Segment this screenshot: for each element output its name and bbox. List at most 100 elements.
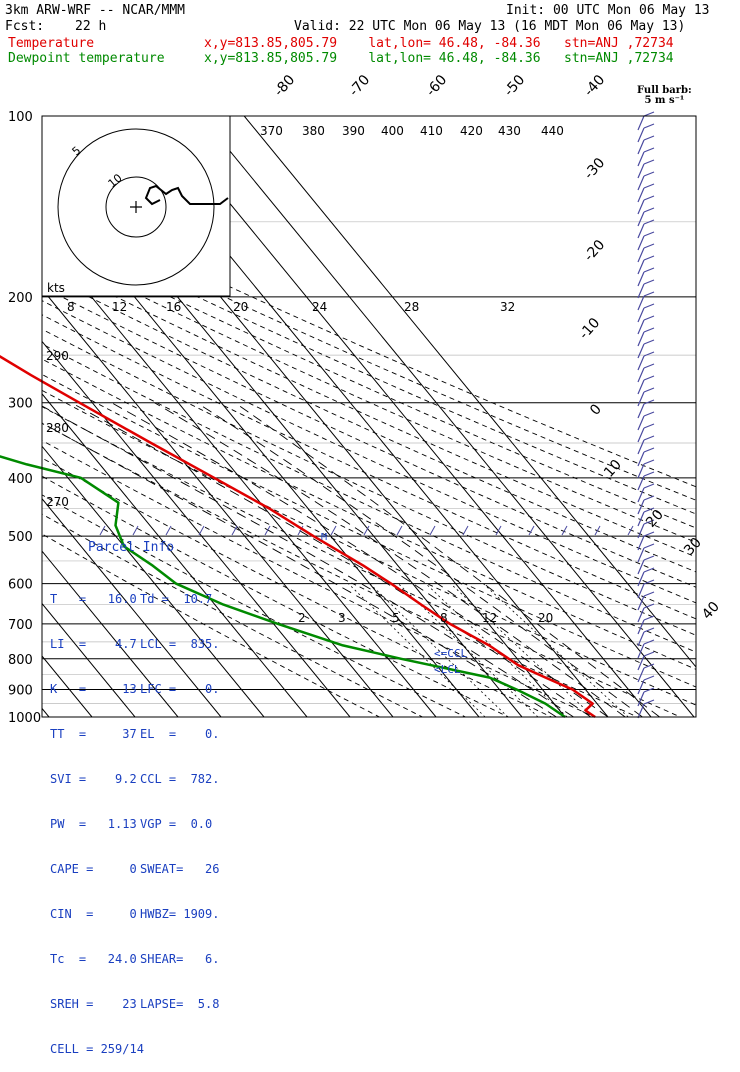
mixing-ratio-line [425, 583, 568, 717]
wind-barb-flag [643, 219, 655, 225]
sounding-series [0, 355, 596, 719]
pressure-tick-label: 900 [8, 683, 33, 698]
pressure-tick-label: 500 [8, 530, 33, 545]
wind-barb-staff [637, 271, 645, 287]
wind-barb [637, 291, 655, 311]
wind-barb-staff [637, 595, 645, 611]
wind-barb-staff [637, 439, 645, 455]
level-barb [462, 525, 469, 536]
barb-legend-line2: 5 m s⁻¹ [644, 95, 685, 106]
wind-barb-staff [637, 679, 645, 695]
level-barb [132, 525, 139, 536]
wind-barb-flag [643, 543, 655, 549]
level-barb [429, 525, 436, 536]
wind-barb-flag [643, 495, 655, 501]
hodograph-speed-label: 28 [404, 300, 419, 314]
parcel-row: SVI = 9.2 [50, 772, 137, 786]
wind-barb-staff [637, 643, 645, 659]
wind-barb [637, 555, 655, 575]
isotherm-label: -10 [576, 315, 603, 343]
wind-barb [637, 663, 655, 683]
isotherm-line [42, 602, 136, 717]
wind-barb [637, 387, 655, 407]
pressure-tick-label: 700 [8, 618, 33, 633]
hodograph-speed-label: 24 [312, 300, 327, 314]
pressure-tick-label: 600 [8, 578, 33, 593]
wind-barb [637, 231, 655, 251]
model-title: 3km ARW-WRF -- NCAR/MMM [5, 3, 186, 18]
wind-barb-flag [643, 231, 655, 237]
wind-barb-flag [643, 243, 655, 249]
dry-adiabat-label: 280 [46, 421, 69, 435]
wind-barb-staff [637, 235, 645, 251]
wind-barb-staff [637, 283, 645, 299]
temperature-line [0, 355, 596, 719]
parcel-row: VGP = 0.0 [140, 817, 213, 831]
isotherm-line [0, 116, 6, 717]
dry-adiabat-line [42, 494, 467, 717]
wind-barb [637, 315, 655, 335]
lcl-marker: <LCL [434, 663, 461, 676]
wind-barb-flag [643, 123, 655, 129]
wind-barb-staff [637, 559, 645, 575]
wind-barb-flag [643, 279, 655, 285]
parcel-row: CAPE = 0 [50, 862, 137, 876]
parcel-row: EL = 0. [140, 727, 220, 741]
wind-barb [637, 399, 655, 419]
wind-barb-flag [643, 363, 655, 369]
theta-label: 400 [381, 124, 404, 138]
isotherm-label: -30 [581, 155, 608, 183]
level-barb [363, 525, 370, 536]
m-marker: M [321, 532, 328, 543]
hodograph-speed-label: 8 [67, 300, 75, 314]
wind-barb-staff [637, 187, 645, 203]
wind-barb [637, 135, 655, 155]
dewpoint-location: x,y=813.85,805.79 lat,lon= 46.48, -84.36… [204, 51, 674, 66]
wind-barb-flag [643, 267, 655, 273]
wind-barb-staff [637, 667, 645, 683]
wind-barb [637, 339, 655, 359]
isotherm-line [42, 235, 437, 717]
dry-adiabat-line [42, 221, 696, 515]
wind-barb [637, 183, 655, 203]
dry-adiabat-line [42, 457, 553, 717]
wind-barb-staff [637, 223, 645, 239]
wind-barb [637, 351, 655, 371]
moist-adiabat-line [42, 405, 574, 717]
level-barb [99, 525, 106, 536]
parcel-row: SHEAR= 6. [140, 952, 220, 966]
wind-barb-staff [637, 487, 645, 503]
wind-barb-flag [643, 387, 655, 393]
wind-barb-staff [637, 547, 645, 563]
wind-barb-flag [643, 615, 655, 621]
temperature-location: x,y=813.85,805.79 lat,lon= 46.48, -84.36… [204, 36, 674, 51]
forecast-hour: 22 h [75, 19, 107, 34]
isotherm-label: -40 [581, 72, 608, 100]
dry-adiabat-label: 290 [46, 349, 69, 363]
hodograph-center [130, 201, 142, 213]
forecast-label: Fcst: [5, 19, 45, 34]
barb-legend: Full barb: 5 m s⁻¹ [637, 86, 692, 106]
wind-barb-staff [637, 475, 645, 491]
wind-barb [637, 147, 655, 167]
wind-barb-flag [643, 411, 655, 417]
wind-barb [637, 375, 655, 395]
mixing-ratio-label: 20 [538, 611, 553, 625]
hodograph-speed-label: 12 [112, 300, 127, 314]
level-barb [528, 525, 535, 536]
parcel-row: TT = 37 [50, 727, 137, 741]
wind-barb [637, 327, 655, 347]
parcel-row: CELL = 259/14 [50, 1042, 144, 1056]
wind-barb [637, 243, 655, 263]
parcel-row: SREH = 23 [50, 997, 137, 1011]
isotherm-label: 30 [681, 535, 705, 559]
parcel-row: LAPSE= 5.8 [140, 997, 220, 1011]
theta-label: 370 [260, 124, 283, 138]
wind-barb-flag [643, 303, 655, 309]
valid-time: Valid: 22 UTC Mon 06 May 13 (16 MDT Mon … [294, 19, 686, 34]
hodograph-units: kts [47, 281, 65, 295]
level-barb [495, 525, 502, 536]
wind-barb-staff [637, 379, 645, 395]
parcel-row: CIN = 0 [50, 907, 137, 921]
hodograph-trace [144, 184, 229, 206]
